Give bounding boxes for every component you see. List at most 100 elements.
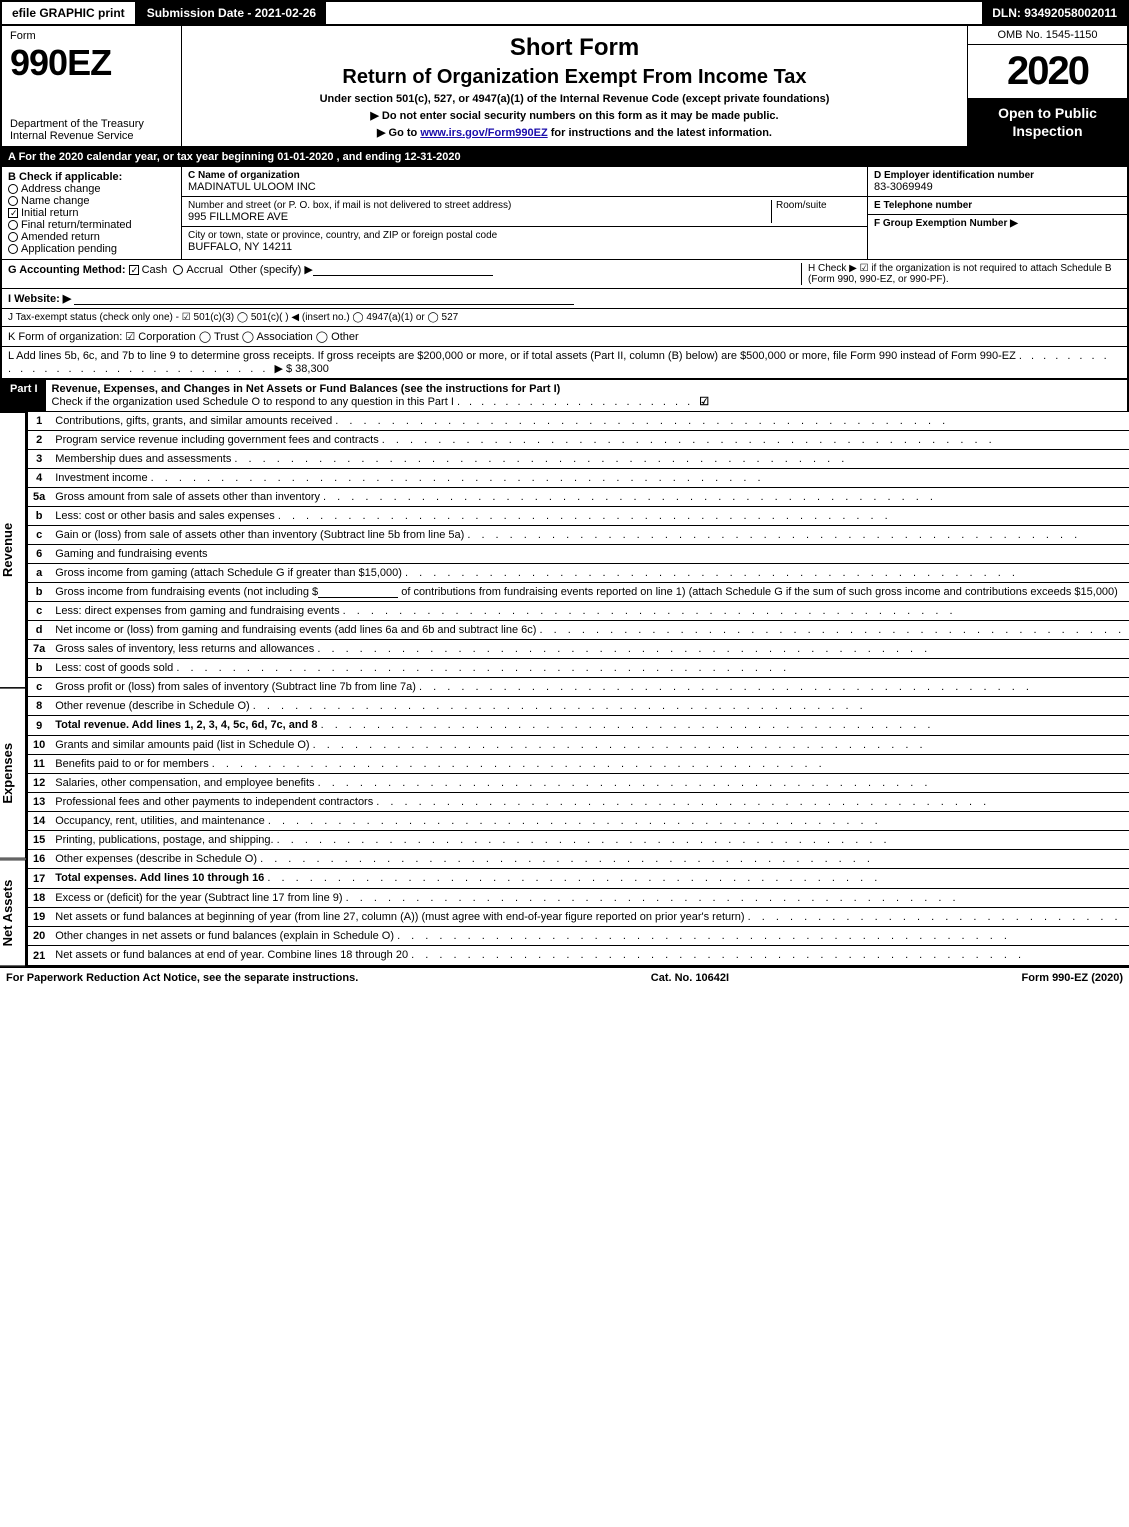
line-row: 18Excess or (deficit) for the year (Subt… bbox=[27, 889, 1129, 908]
line-desc: Total revenue. Add lines 1, 2, 3, 4, 5c,… bbox=[50, 716, 1129, 736]
other-specify-input[interactable] bbox=[313, 264, 493, 276]
lines-content: 1Contributions, gifts, grants, and simil… bbox=[26, 412, 1129, 966]
line-desc: Membership dues and assessments . . . . … bbox=[50, 450, 1129, 469]
line-desc: Other expenses (describe in Schedule O) … bbox=[50, 850, 1129, 869]
org-name-value: MADINATUL ULOOM INC bbox=[188, 181, 861, 193]
line-desc: Net assets or fund balances at end of ye… bbox=[50, 946, 1129, 966]
line-number: 10 bbox=[27, 736, 50, 755]
box-b-label: B Check if applicable: bbox=[8, 171, 175, 183]
part1-check-mark[interactable]: ☑ bbox=[699, 396, 709, 408]
footer-right: Form 990-EZ (2020) bbox=[1022, 972, 1124, 984]
cash-checkbox[interactable] bbox=[129, 265, 139, 275]
irs-link[interactable]: www.irs.gov/Form990EZ bbox=[420, 127, 547, 139]
line-number: c bbox=[27, 678, 50, 697]
line-desc: Less: cost of goods sold . . . . . . . .… bbox=[50, 659, 1129, 678]
line-row: 12Salaries, other compensation, and empl… bbox=[27, 774, 1129, 793]
form-number: 990EZ bbox=[10, 42, 173, 84]
box-b-item[interactable]: Final return/terminated bbox=[8, 219, 175, 231]
line-row: 14Occupancy, rent, utilities, and mainte… bbox=[27, 812, 1129, 831]
line-desc: Less: direct expenses from gaming and fu… bbox=[50, 602, 1129, 621]
line-row: aGross income from gaming (attach Schedu… bbox=[27, 564, 1129, 583]
line-desc: Occupancy, rent, utilities, and maintena… bbox=[50, 812, 1129, 831]
line-row: bGross income from fundraising events (n… bbox=[27, 583, 1129, 602]
line-number: 18 bbox=[27, 889, 50, 908]
line-number: c bbox=[27, 526, 50, 545]
checkbox-icon[interactable] bbox=[8, 232, 18, 242]
info-right: D Employer identification number 83-3069… bbox=[867, 167, 1127, 259]
line-desc: Salaries, other compensation, and employ… bbox=[50, 774, 1129, 793]
line-number: 21 bbox=[27, 946, 50, 966]
line-number: 15 bbox=[27, 831, 50, 850]
checkbox-icon[interactable] bbox=[8, 220, 18, 230]
checkbox-icon[interactable] bbox=[8, 244, 18, 254]
box-e: E Telephone number bbox=[868, 197, 1127, 215]
vtab-revenue: Revenue bbox=[0, 412, 26, 688]
footer-left: For Paperwork Reduction Act Notice, see … bbox=[6, 972, 358, 984]
open-to-public-box: Open to Public Inspection bbox=[968, 98, 1127, 146]
box-b-item[interactable]: Address change bbox=[8, 183, 175, 195]
checkbox-icon[interactable] bbox=[8, 208, 18, 218]
line-desc: Gross amount from sale of assets other t… bbox=[50, 488, 1129, 507]
group-exemption-label: F Group Exemption Number ▶ bbox=[874, 218, 1121, 229]
line-desc: Contributions, gifts, grants, and simila… bbox=[50, 412, 1129, 431]
accrual-checkbox[interactable] bbox=[173, 265, 183, 275]
line-desc: Investment income . . . . . . . . . . . … bbox=[50, 469, 1129, 488]
box-c: C Name of organization MADINATUL ULOOM I… bbox=[182, 167, 867, 259]
line-row: 16Other expenses (describe in Schedule O… bbox=[27, 850, 1129, 869]
line-desc: Total expenses. Add lines 10 through 16 … bbox=[50, 869, 1129, 889]
org-name-label: C Name of organization bbox=[188, 170, 861, 181]
line-row: cGain or (loss) from sale of assets othe… bbox=[27, 526, 1129, 545]
line-desc: Gross income from gaming (attach Schedul… bbox=[50, 564, 1129, 583]
addr-label: Number and street (or P. O. box, if mail… bbox=[188, 200, 771, 211]
checkbox-icon[interactable] bbox=[8, 196, 18, 206]
line-number: b bbox=[27, 507, 50, 526]
line-row: 15Printing, publications, postage, and s… bbox=[27, 831, 1129, 850]
phone-label: E Telephone number bbox=[874, 200, 1121, 211]
submission-date-button[interactable]: Submission Date - 2021-02-26 bbox=[137, 2, 326, 24]
ein-label: D Employer identification number bbox=[874, 170, 1121, 181]
part1-title: Revenue, Expenses, and Changes in Net As… bbox=[46, 380, 1127, 411]
city-label: City or town, state or province, country… bbox=[188, 230, 861, 241]
info-block: B Check if applicable: Address changeNam… bbox=[0, 167, 1129, 260]
part1-check-note: Check if the organization used Schedule … bbox=[52, 396, 454, 408]
line-desc: Gain or (loss) from sale of assets other… bbox=[50, 526, 1129, 545]
box-d: D Employer identification number 83-3069… bbox=[868, 167, 1127, 197]
checkbox-icon[interactable] bbox=[8, 184, 18, 194]
line-row: 3Membership dues and assessments . . . .… bbox=[27, 450, 1129, 469]
note-ssn: ▶ Do not enter social security numbers o… bbox=[192, 109, 957, 122]
box-b-item[interactable]: Amended return bbox=[8, 231, 175, 243]
line-row: 13Professional fees and other payments t… bbox=[27, 793, 1129, 812]
title-short-form: Short Form bbox=[192, 34, 957, 62]
note-link: ▶ Go to www.irs.gov/Form990EZ for instru… bbox=[192, 126, 957, 139]
row-gh: G Accounting Method: Cash Accrual Other … bbox=[0, 260, 1129, 289]
line-number: 1 bbox=[27, 412, 50, 431]
box-b-item[interactable]: Name change bbox=[8, 195, 175, 207]
line-row: 20Other changes in net assets or fund ba… bbox=[27, 927, 1129, 946]
line-desc: Printing, publications, postage, and shi… bbox=[50, 831, 1129, 850]
line-row: 17Total expenses. Add lines 10 through 1… bbox=[27, 869, 1129, 889]
note-link-post: for instructions and the latest informat… bbox=[548, 127, 772, 139]
contrib-input[interactable] bbox=[318, 586, 398, 598]
line-desc: Gaming and fundraising events bbox=[50, 545, 1129, 564]
line-desc: Net assets or fund balances at beginning… bbox=[50, 908, 1129, 927]
addr-value: 995 FILLMORE AVE bbox=[188, 211, 771, 223]
line-desc: Excess or (deficit) for the year (Subtra… bbox=[50, 889, 1129, 908]
line-row: cGross profit or (loss) from sales of in… bbox=[27, 678, 1129, 697]
line-row: 9Total revenue. Add lines 1, 2, 3, 4, 5c… bbox=[27, 716, 1129, 736]
line-row: 4Investment income . . . . . . . . . . .… bbox=[27, 469, 1129, 488]
box-b-item[interactable]: Initial return bbox=[8, 207, 175, 219]
room-suite-label: Room/suite bbox=[771, 200, 861, 223]
line-row: 11Benefits paid to or for members . . . … bbox=[27, 755, 1129, 774]
website-input[interactable] bbox=[74, 293, 574, 305]
line-row: 1Contributions, gifts, grants, and simil… bbox=[27, 412, 1129, 431]
line-number: 19 bbox=[27, 908, 50, 927]
box-b-item[interactable]: Application pending bbox=[8, 243, 175, 255]
line-number: 9 bbox=[27, 716, 50, 736]
line-desc: Program service revenue including govern… bbox=[50, 431, 1129, 450]
line-row: 21Net assets or fund balances at end of … bbox=[27, 946, 1129, 966]
form-label: Form bbox=[10, 30, 173, 42]
box-b: B Check if applicable: Address changeNam… bbox=[2, 167, 182, 259]
efile-print-button[interactable]: efile GRAPHIC print bbox=[2, 2, 137, 24]
line-row: 5aGross amount from sale of assets other… bbox=[27, 488, 1129, 507]
org-name-cell: C Name of organization MADINATUL ULOOM I… bbox=[182, 167, 867, 197]
